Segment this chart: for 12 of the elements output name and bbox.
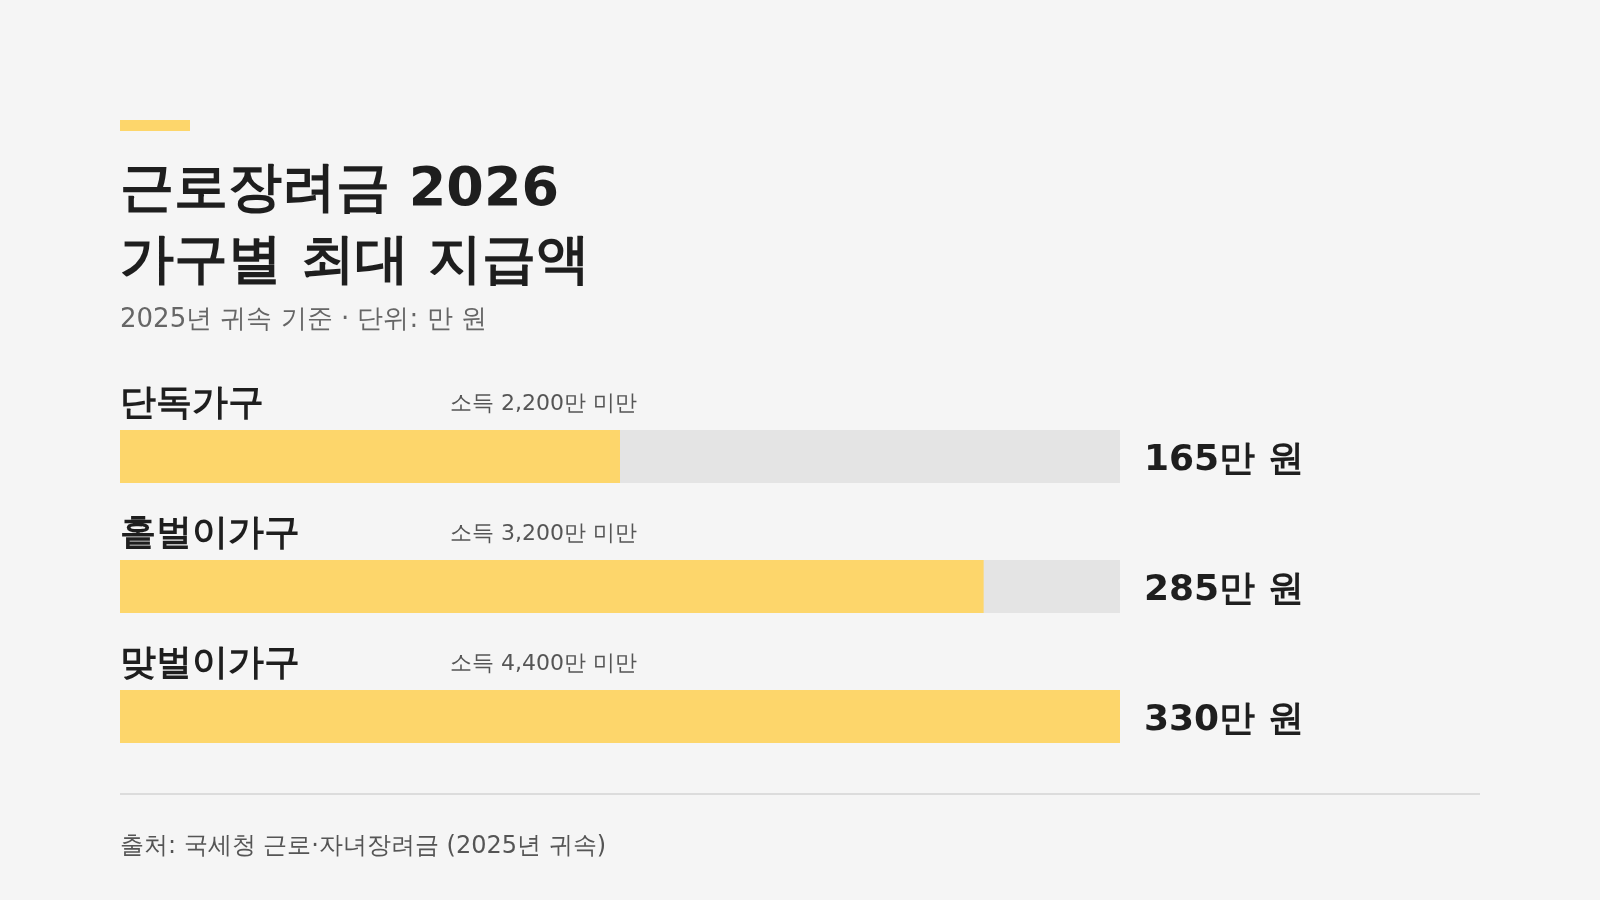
annotation: 소득 2,200만 미만 bbox=[450, 390, 637, 415]
y-tick-label: 홑벌이가구 bbox=[120, 511, 300, 552]
y-tick-label: 단독가구 bbox=[120, 381, 264, 422]
data-label: 285만 원 bbox=[1144, 566, 1304, 608]
chart-title: 근로장려금 2026 가구별 최대 지급액 bbox=[120, 155, 590, 290]
chart-subtitle: 2025년 귀속 기준 · 단위: 만 원 bbox=[120, 303, 487, 333]
y-tick-label: 맞벌이가구 bbox=[120, 641, 300, 682]
data-label: 330만 원 bbox=[1144, 696, 1304, 738]
source-note: 출처: 국세청 근로·자녀장려금 (2025년 귀속) bbox=[120, 831, 607, 859]
annotation: 소득 3,200만 미만 bbox=[450, 520, 637, 545]
annotation: 소득 4,400만 미만 bbox=[450, 650, 637, 675]
data-label: 165만 원 bbox=[1144, 436, 1304, 478]
